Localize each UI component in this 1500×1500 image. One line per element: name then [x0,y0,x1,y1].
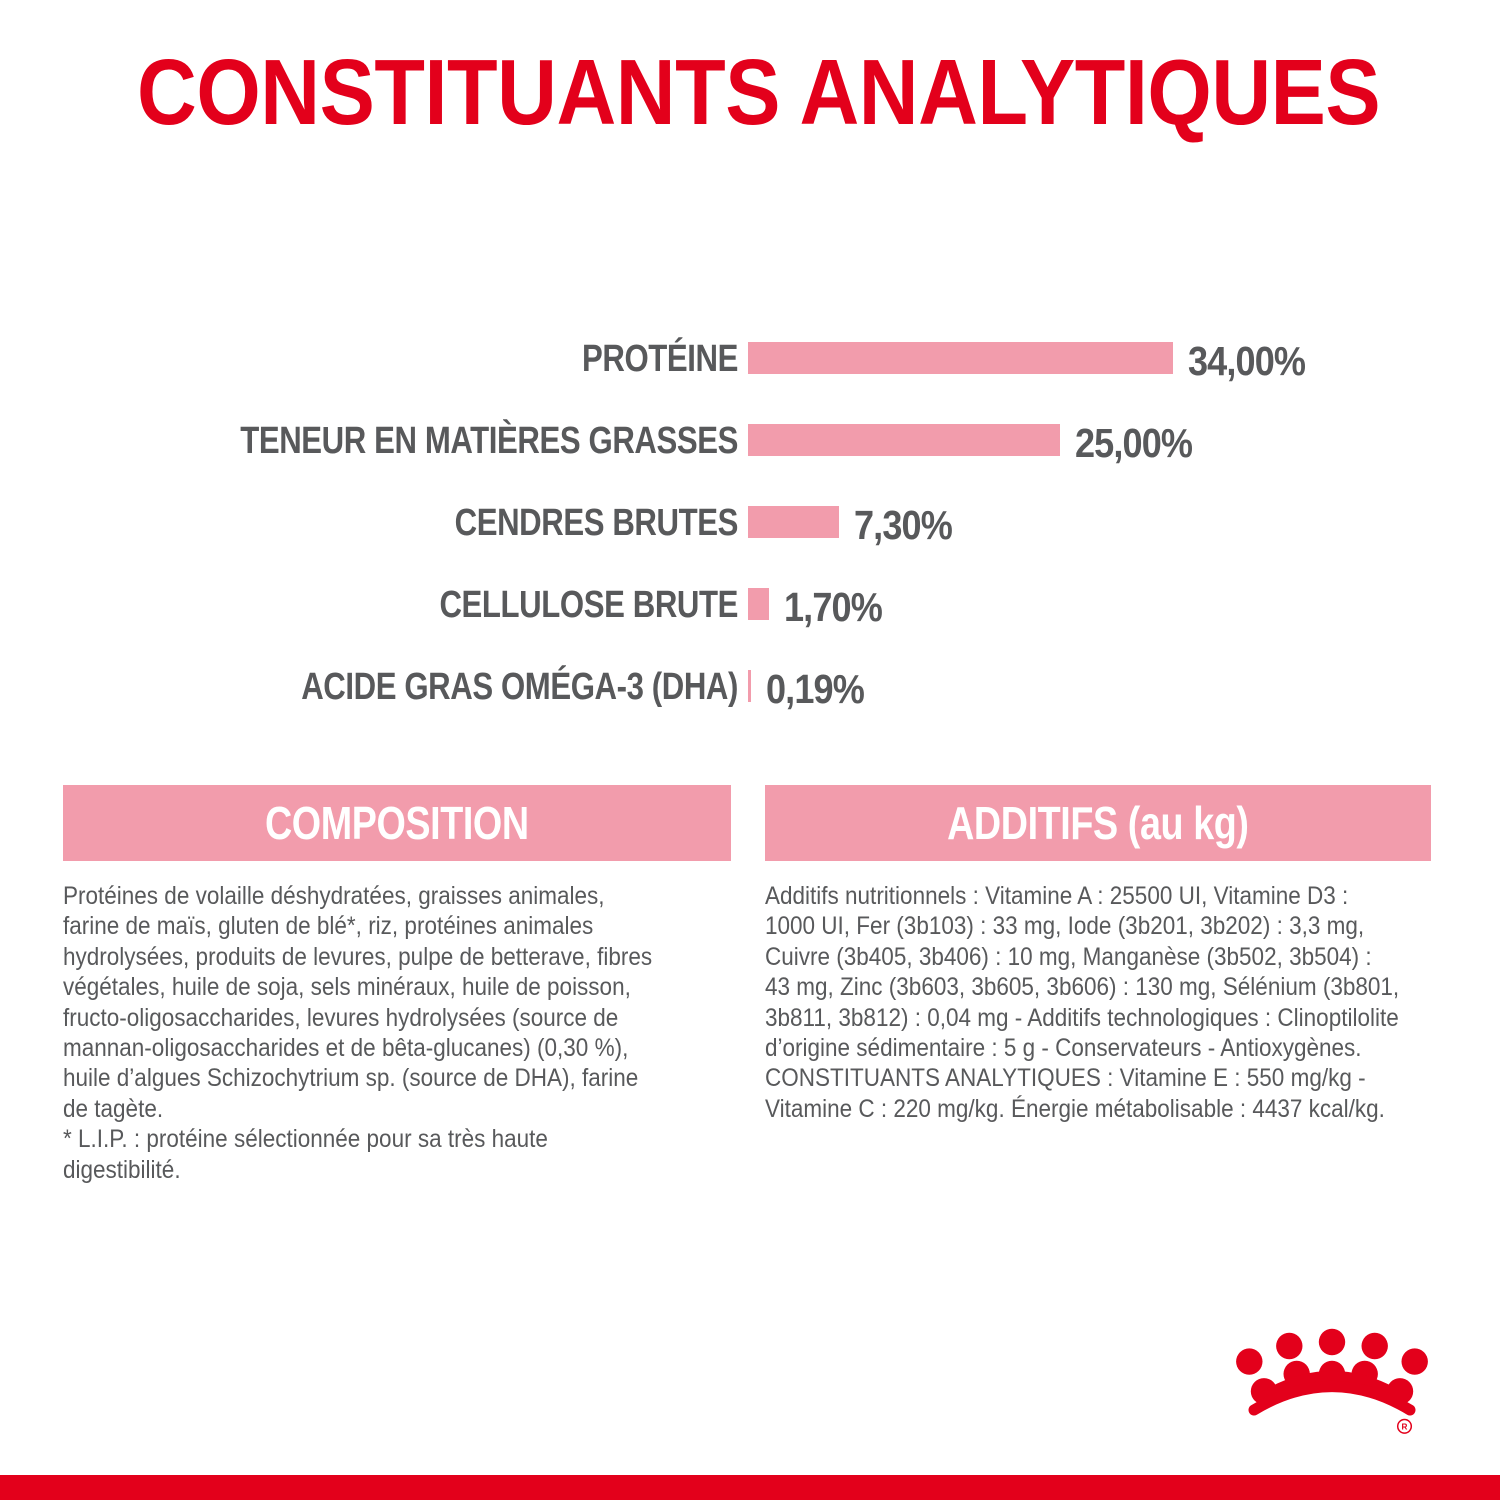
svg-text:R: R [1402,1422,1408,1431]
